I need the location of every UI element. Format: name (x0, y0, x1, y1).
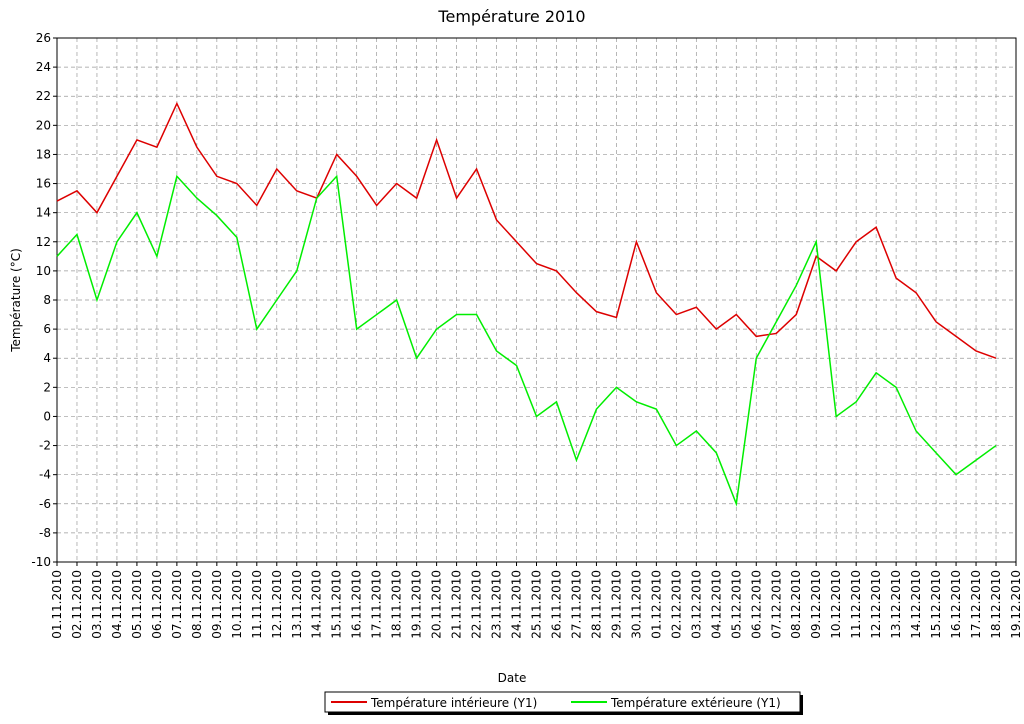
x-tick-label: 08.11.2010 (190, 570, 204, 639)
x-tick-label: 29.11.2010 (609, 570, 623, 639)
legend-label: Température intérieure (Y1) (370, 696, 537, 710)
x-tick-label: 07.11.2010 (170, 570, 184, 639)
x-tick-label: 19.11.2010 (410, 570, 424, 639)
x-tick-label: 20.11.2010 (430, 570, 444, 639)
x-tick-label: 04.11.2010 (110, 570, 124, 639)
legend (324, 691, 801, 713)
x-tick-label: 07.12.2010 (769, 570, 783, 639)
y-tick-label: 22 (36, 89, 51, 103)
y-tick-label: 10 (36, 264, 51, 278)
y-tick-label: 16 (36, 177, 51, 191)
y-tick-label: -4 (39, 468, 51, 482)
y-tick-label: 8 (43, 293, 51, 307)
x-axis-label: Date (498, 671, 527, 685)
x-tick-label: 08.12.2010 (789, 570, 803, 639)
x-tick-label: 03.11.2010 (90, 570, 104, 639)
x-tick-label: 11.12.2010 (849, 570, 863, 639)
x-tick-label: 05.11.2010 (130, 570, 144, 639)
x-tick-label: 17.11.2010 (370, 570, 384, 639)
x-tick-label: 23.11.2010 (490, 570, 504, 639)
x-tick-label: 04.12.2010 (709, 570, 723, 639)
x-tick-label: 13.12.2010 (889, 570, 903, 639)
x-tick-label: 15.11.2010 (330, 570, 344, 639)
x-tick-label: 09.12.2010 (809, 570, 823, 639)
x-tick-label: 19.12.2010 (1009, 570, 1023, 639)
y-tick-label: 26 (36, 31, 51, 45)
plot-frame (56, 37, 1017, 563)
y-tick-label: 18 (36, 147, 51, 161)
y-tick-label: -2 (39, 439, 51, 453)
x-tick-label: 06.12.2010 (749, 570, 763, 639)
x-tick-label: 12.12.2010 (869, 570, 883, 639)
x-tick-label: 11.11.2010 (250, 570, 264, 639)
x-tick-label: 06.11.2010 (150, 570, 164, 639)
y-tick-label: 2 (43, 380, 51, 394)
x-tick-label: 24.11.2010 (510, 570, 524, 639)
y-tick-label: -8 (39, 526, 51, 540)
x-tick-label: 03.12.2010 (689, 570, 703, 639)
x-tick-label: 10.12.2010 (829, 570, 843, 639)
x-tick-label: 18.12.2010 (989, 570, 1003, 639)
x-tick-label: 22.11.2010 (470, 570, 484, 639)
chart-title: Température 2010 (437, 7, 585, 26)
y-tick-label: 6 (43, 322, 51, 336)
x-tick-label: 01.12.2010 (649, 570, 663, 639)
x-tick-label: 18.11.2010 (390, 570, 404, 639)
x-tick-label: 16.12.2010 (949, 570, 963, 639)
x-tick-label: 27.11.2010 (569, 570, 583, 639)
x-tick-label: 10.11.2010 (230, 570, 244, 639)
y-axis-label: Température (°C) (9, 248, 23, 353)
x-tick-label: 15.12.2010 (929, 570, 943, 639)
x-tick-label: 14.11.2010 (310, 570, 324, 639)
x-tick-label: 05.12.2010 (729, 570, 743, 639)
y-tick-label: 4 (43, 351, 51, 365)
x-tick-label: 16.11.2010 (350, 570, 364, 639)
x-tick-label: 12.11.2010 (270, 570, 284, 639)
x-tick-label: 01.11.2010 (50, 570, 64, 639)
x-tick-label: 02.12.2010 (669, 570, 683, 639)
y-tick-label: 14 (36, 206, 51, 220)
x-tick-label: 30.11.2010 (629, 570, 643, 639)
x-tick-label: 02.11.2010 (70, 570, 84, 639)
x-tick-label: 26.11.2010 (549, 570, 563, 639)
series-line (56, 174, 997, 507)
x-tick-label: 25.11.2010 (530, 570, 544, 639)
x-tick-label: 17.12.2010 (969, 570, 983, 639)
series-line (56, 101, 997, 359)
y-tick-label: 12 (36, 235, 51, 249)
x-tick-label: 21.11.2010 (450, 570, 464, 639)
x-tick-label: 28.11.2010 (589, 570, 603, 639)
legend-label: Température extérieure (Y1) (610, 696, 781, 710)
x-tick-label: 13.11.2010 (290, 570, 304, 639)
x-tick-label: 09.11.2010 (210, 570, 224, 639)
y-tick-label: -10 (31, 555, 51, 569)
y-tick-label: 0 (43, 409, 51, 423)
y-tick-label: -6 (39, 497, 51, 511)
y-tick-label: 24 (36, 60, 51, 74)
y-tick-label: 20 (36, 118, 51, 132)
x-tick-label: 14.12.2010 (909, 570, 923, 639)
